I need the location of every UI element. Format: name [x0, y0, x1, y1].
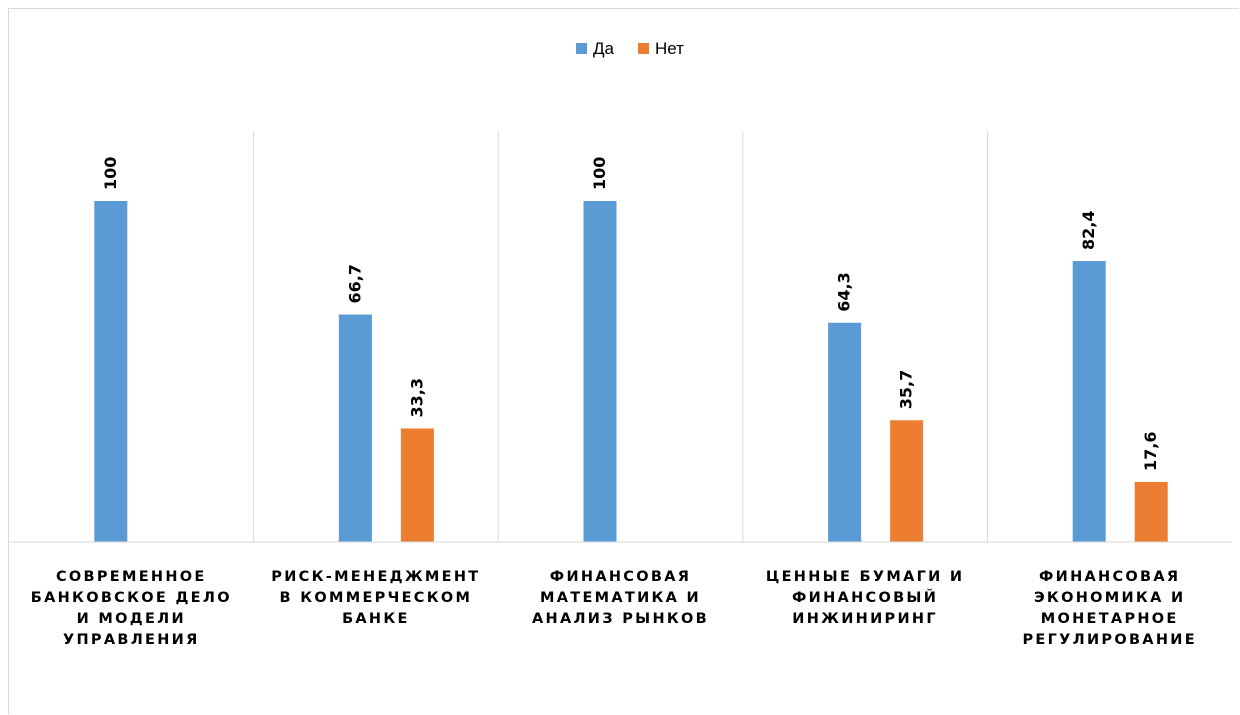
bar-da	[828, 322, 862, 542]
category-label: БАНКОВСКОЕ ДЕЛО	[31, 590, 232, 606]
data-labels: 100 66,7 33,3 100 64,3 35,7 82,4 17,6	[101, 157, 1160, 471]
category-label: ФИНАНСОВАЯ	[1039, 569, 1180, 585]
legend-swatch-da	[576, 43, 587, 54]
data-label: 33,3	[407, 378, 426, 417]
bar-net	[890, 420, 924, 542]
bar-da	[338, 314, 372, 542]
category-label: ЭКОНОМИКА И	[1034, 590, 1185, 606]
bar-da	[1072, 261, 1106, 542]
category-separators	[253, 131, 988, 542]
category-label: В КОММЕРЧЕСКОМ	[280, 590, 473, 606]
bar-da	[94, 201, 128, 542]
category-label: СОВРЕМЕННОЕ	[56, 569, 207, 585]
data-label: 66,7	[345, 264, 364, 303]
data-label: 100	[101, 157, 120, 190]
data-label: 100	[590, 157, 609, 190]
category-label: МОНЕТАРНОЕ	[1041, 611, 1179, 627]
legend-swatch-net	[638, 43, 649, 54]
category-label: УПРАВЛЕНИЯ	[63, 632, 200, 648]
chart-legend: Да Нет	[576, 39, 684, 58]
category-label: МАТЕМАТИКА И	[540, 590, 701, 606]
category-label: РЕГУЛИРОВАНИЕ	[1022, 632, 1196, 648]
bars	[94, 201, 1168, 542]
data-label: 17,6	[1141, 431, 1160, 470]
category-label: ФИНАНСОВЫЙ	[792, 589, 938, 606]
category-label: ФИНАНСОВАЯ	[550, 569, 691, 585]
category-label: И МОДЕЛИ	[77, 611, 186, 627]
category-label: БАНКЕ	[342, 611, 410, 627]
category-label: ЦЕННЫЕ БУМАГИ И	[766, 569, 965, 585]
legend-label-da: Да	[593, 39, 615, 58]
data-label: 64,3	[835, 272, 854, 311]
bar-net	[1134, 481, 1168, 542]
category-label: ИНЖИНИРИНГ	[792, 611, 938, 627]
data-label: 35,7	[897, 370, 916, 409]
category-label: РИСК-МЕНЕДЖМЕНТ	[271, 569, 480, 585]
legend-label-net: Нет	[655, 39, 684, 58]
bar-net	[400, 428, 434, 542]
chart-frame: Да Нет 100 66,7 33,3 100 64,3 35,7 82,4 17,6 СОВ…	[8, 8, 1239, 714]
category-labels: СОВРЕМЕННОЕ БАНКОВСКОЕ ДЕЛО И МОДЕЛИ УПРАВЛ…	[31, 569, 1196, 648]
category-label: АНАЛИЗ РЫНКОВ	[532, 611, 709, 627]
bar-chart: Да Нет 100 66,7 33,3 100 64,3 35,7 82,4 17,6 СОВ…	[9, 39, 1232, 648]
data-label: 82,4	[1079, 211, 1098, 250]
bar-da	[583, 201, 617, 542]
